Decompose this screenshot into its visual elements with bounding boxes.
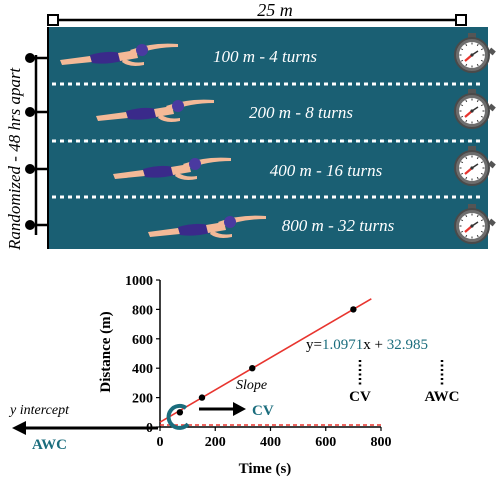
x-tick-label: 600 — [315, 435, 336, 450]
y-tick-label: 400 — [132, 362, 153, 377]
swimmer-3-icon — [113, 157, 231, 180]
cv-arrowhead — [233, 402, 246, 416]
regression-equation: y=1.0971x + 32.985 CV AWC — [306, 337, 459, 405]
pool-length-label: 25 m — [257, 0, 293, 20]
chart-ticks: 020040060080002004006008001000 — [125, 274, 392, 450]
y-intercept-annotation: y intercept AWC — [8, 403, 158, 453]
stopwatch-1-icon — [454, 33, 496, 73]
slope-annotation: Slope CV — [166, 378, 274, 430]
randomization-dots — [25, 53, 48, 230]
cv-label: CV — [349, 389, 371, 405]
data-point-4 — [350, 306, 357, 313]
y-axis-title: Distance (m) — [98, 311, 114, 392]
data-point-3 — [249, 365, 256, 372]
equation-text: y=1.0971x + 32.985 — [306, 337, 428, 353]
lane-2-dot — [25, 107, 35, 117]
stopwatch-4-icon — [454, 204, 496, 244]
x-tick-label: 800 — [371, 435, 392, 450]
swimmer-1-icon — [60, 43, 178, 66]
lane-2-label: 200 m - 8 turns — [249, 103, 353, 122]
awc-arrow-label: AWC — [32, 437, 67, 453]
pool-water — [48, 27, 488, 249]
data-point-1 — [176, 409, 184, 416]
y-tick-label: 200 — [132, 392, 153, 407]
equation-prefix: y= — [306, 337, 322, 353]
slope-curl-icon — [166, 403, 190, 430]
equation-mid: x + — [363, 337, 386, 353]
cv-arrow-label: CV — [252, 403, 274, 419]
lane-1-dot — [25, 53, 35, 63]
y-tick-label: 600 — [132, 333, 153, 348]
swimmer-2-icon — [96, 99, 214, 122]
equation-intercept: 32.985 — [387, 337, 428, 353]
x-tick-label: 400 — [260, 435, 281, 450]
lane-4-dot — [25, 220, 35, 230]
randomization-label: Randomized - 48 hrs apart — [5, 66, 24, 251]
lane-4-label: 800 m - 32 turns — [282, 216, 395, 235]
y-intercept-arrowhead — [12, 421, 26, 435]
y-intercept-label: y intercept — [8, 403, 70, 418]
awc-label: AWC — [424, 389, 459, 405]
x-tick-label: 200 — [205, 435, 226, 450]
distance-time-chart: 020040060080002004006008001000 Time (s) … — [98, 274, 392, 477]
stopwatch-3-icon — [454, 146, 496, 186]
dimension-right-marker — [455, 14, 467, 26]
y-tick-label: 800 — [132, 303, 153, 318]
swimmer-4-icon — [148, 215, 266, 238]
data-point-2 — [198, 394, 206, 401]
lane-3-label: 400 m - 16 turns — [270, 161, 383, 180]
equation-slope: 1.0971 — [322, 337, 363, 353]
stopwatches — [454, 33, 496, 244]
y-tick-label: 1000 — [125, 274, 153, 289]
x-axis-title: Time (s) — [239, 461, 292, 477]
stopwatch-2-icon — [454, 89, 496, 129]
swimmers — [60, 43, 266, 238]
pool-panel: 25 m Randomized - 48 hrs apart 100 m - 4… — [5, 0, 496, 251]
dimension-left-marker — [47, 14, 59, 26]
lane-3-dot — [25, 164, 35, 174]
chart-marks — [159, 298, 372, 423]
slope-label: Slope — [236, 378, 267, 393]
lane-1-label: 100 m - 4 turns — [213, 47, 317, 66]
x-tick-label: 0 — [157, 435, 164, 450]
regression-line — [159, 298, 372, 423]
